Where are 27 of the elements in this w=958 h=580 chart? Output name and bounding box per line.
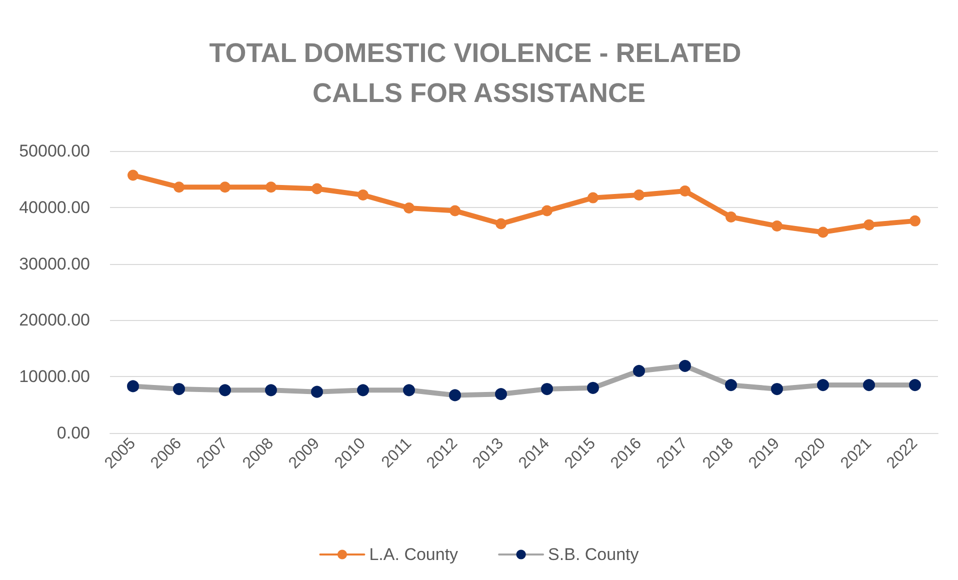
point [588,192,598,204]
point [450,205,460,216]
y-tick-label: 0.00 [56,424,90,442]
point [910,215,920,226]
point [358,189,368,200]
point [266,182,276,193]
chart-title: TOTAL DOMESTIC VIOLENCE - RELATED CALLS FOR ASSISTANCE [209,38,749,108]
point [496,218,506,230]
point [542,205,552,216]
point [634,189,644,200]
legend-label: S.B. County [548,545,640,564]
y-tick-label: 20000.00 [19,310,90,330]
point [128,170,138,181]
point [404,202,414,214]
point [726,211,736,222]
point [818,226,828,238]
point [312,183,322,194]
point [174,182,184,193]
y-tick-label: 10000.00 [19,367,90,386]
point [864,219,874,230]
point [220,182,230,193]
y-tick-label: 30000.00 [19,254,90,274]
y-tick-label: 40000.00 [19,198,90,217]
y-tick-label: 50000.00 [19,142,90,160]
point [680,186,690,197]
legend-label: L.A. County [369,545,459,564]
point [772,220,782,232]
